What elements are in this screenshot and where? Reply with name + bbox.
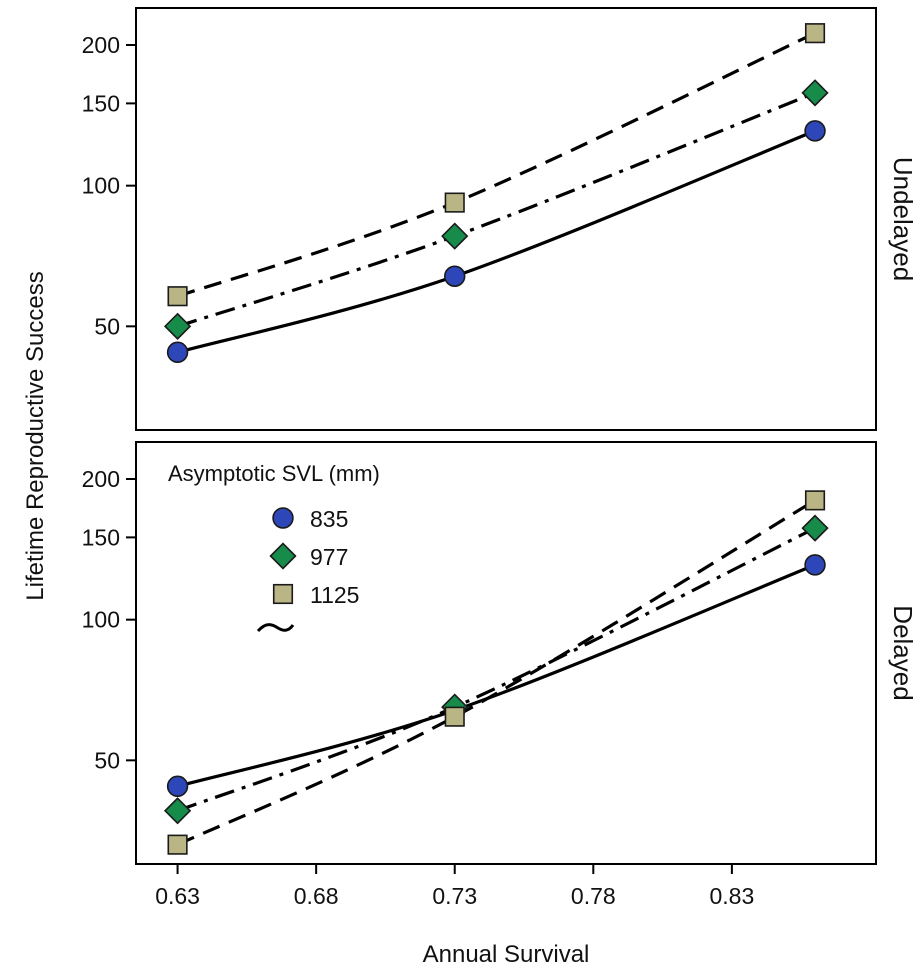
legend-title: Asymptotic SVL (mm) (168, 461, 380, 486)
x-tick-label: 0.68 (294, 883, 339, 909)
x-tick-label: 0.83 (709, 883, 754, 909)
legend-label-977: 977 (310, 544, 348, 570)
data-point-1125 (804, 490, 826, 511)
y-tick-label: 200 (82, 466, 120, 492)
x-tick-label: 0.78 (571, 883, 616, 909)
x-tick-label: 0.63 (155, 883, 200, 909)
legend: Asymptotic SVL (mm) 835 977 1125 (168, 461, 380, 633)
y-tick-label: 50 (94, 747, 120, 773)
panel-label-undelayed: Undelayed (888, 157, 917, 281)
legend-label-1125: 1125 (310, 582, 359, 608)
data-point-835 (804, 120, 826, 142)
data-point-835 (804, 554, 826, 576)
data-point-1125 (167, 834, 188, 855)
panel-undelayed: 50 100 150 200 Undelayed (82, 7, 917, 431)
panel-frame (135, 7, 877, 431)
data-point-1125 (444, 192, 465, 213)
x-tick-label: 0.73 (432, 883, 477, 909)
y-axis-title: Lifetime Reproductive Success (22, 271, 49, 600)
data-point-835 (444, 265, 466, 287)
data-point-977 (801, 79, 829, 107)
legend-label-835: 835 (310, 506, 348, 532)
y-tick-label: 100 (82, 173, 120, 199)
data-point-835 (166, 341, 189, 363)
y-tick-label: 200 (82, 32, 120, 58)
data-point-1125 (167, 286, 188, 307)
data-point-977 (801, 514, 829, 542)
y-tick-label: 150 (82, 524, 120, 550)
data-point-977 (163, 312, 192, 340)
data-point-1125 (444, 706, 465, 727)
panel-delayed: 50 100 150 200 Delayed (82, 441, 917, 865)
data-point-835 (166, 775, 189, 797)
legend-marker-835 (272, 507, 294, 529)
panel-label-delayed: Delayed (888, 605, 917, 700)
y-tick-label: 150 (82, 90, 120, 116)
legend-marker-1125 (272, 583, 294, 605)
series-line-835 (177, 129, 816, 354)
series-line-1125 (177, 31, 816, 298)
x-axis-title: Annual Survival (423, 941, 590, 968)
series-line-1125 (176, 499, 816, 847)
series-line-977 (177, 91, 816, 328)
y-tick-label: 100 (82, 607, 120, 633)
data-point-1125 (804, 23, 826, 44)
panel-frame (135, 441, 877, 865)
legend-marker-977 (269, 542, 297, 570)
y-tick-label: 50 (94, 313, 120, 339)
series-line-977 (177, 526, 816, 813)
data-point-977 (441, 222, 469, 250)
legend-line-glyph (256, 623, 295, 633)
data-point-977 (163, 797, 192, 825)
